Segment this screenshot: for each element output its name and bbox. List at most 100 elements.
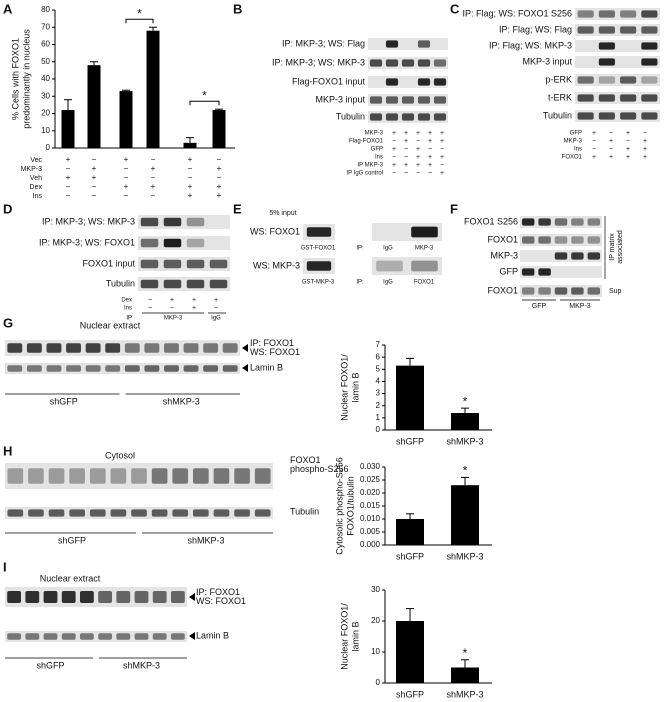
condition-sign: − [124, 191, 129, 200]
condition-sign: − [392, 138, 396, 145]
condition-sign: − [609, 146, 613, 153]
blot-band [571, 218, 584, 226]
blot-band [89, 509, 106, 517]
condition-sign: − [217, 173, 222, 182]
bar [119, 91, 133, 148]
label: IP: Flag; WS: Flag [499, 24, 572, 34]
significance: * [202, 88, 207, 102]
blot-band [587, 218, 601, 226]
condition-sign: + [416, 146, 420, 153]
label: WS: MKP-3 [253, 260, 300, 270]
condition-name: Ins [574, 147, 582, 153]
label: IP: MKP-3; WS: MKP-3 [272, 57, 365, 67]
blot-band [598, 58, 615, 66]
label: FOXO1 [290, 455, 321, 465]
condition-sign: − [151, 155, 156, 164]
blot-band [170, 633, 185, 640]
panel-letter: G [3, 315, 13, 330]
blot-band [538, 218, 551, 226]
condition-sign: + [404, 138, 408, 145]
blot-band [98, 591, 113, 603]
blot-band [554, 252, 568, 260]
condition-sign: + [626, 130, 630, 137]
y-tick-label: 20 [41, 109, 50, 118]
label: MKP-3 [415, 246, 434, 252]
blot-band [43, 633, 58, 640]
blot-band [116, 591, 131, 603]
condition-sign: − [148, 305, 152, 312]
significance: * [463, 394, 468, 408]
blot-strip [5, 340, 240, 356]
blot-band [306, 261, 332, 271]
blot-band [598, 76, 615, 84]
blot-band [144, 365, 160, 372]
condition-sign: + [214, 297, 218, 304]
x-tick-label: shGFP [396, 436, 424, 446]
blot-band [222, 343, 238, 353]
blot-band [385, 113, 399, 121]
blot-band [124, 343, 140, 353]
blot-strip [5, 363, 240, 374]
blot-strip [138, 277, 230, 291]
condition-sign: − [404, 154, 408, 161]
blot-band [620, 26, 637, 34]
blot-band [571, 236, 584, 244]
blot-band [69, 509, 85, 517]
blot-band [521, 287, 535, 295]
condition-name: MKP-3 [564, 139, 583, 145]
significance: * [463, 464, 468, 478]
blot-band [209, 259, 228, 269]
label: associated [617, 230, 624, 264]
blot-band [587, 287, 601, 295]
blot-band [124, 365, 140, 372]
y-tick-label: 5 [376, 364, 381, 373]
label: FOXO1 [487, 234, 518, 244]
label: Tubulin [290, 506, 319, 516]
blot-band [620, 112, 637, 120]
blot-band [66, 365, 81, 372]
condition-sign: − [428, 170, 432, 177]
panel-letter: B [233, 1, 242, 16]
condition-sign: + [66, 155, 71, 164]
panel-letter: F [450, 201, 458, 216]
blot-band [79, 633, 94, 640]
blot-band [417, 59, 431, 67]
blot-band [554, 218, 568, 226]
y-tick-label: 10 [41, 126, 50, 135]
condition-sign: + [440, 138, 444, 145]
y-tick-label: 80 [41, 5, 50, 14]
bar [396, 365, 424, 430]
label: phospho-S256 [290, 464, 349, 474]
condition-name: GFP [371, 147, 383, 153]
condition-sign: + [404, 162, 408, 169]
blot-band [69, 468, 85, 484]
condition-name: Dex [121, 298, 132, 304]
blot-band [79, 591, 94, 603]
condition-sign: − [92, 155, 97, 164]
condition-sign: + [440, 154, 444, 161]
blot-band [172, 468, 189, 484]
label: IP matrix [609, 233, 616, 261]
blot-band [641, 58, 658, 66]
y-tick-label: 60 [41, 40, 50, 49]
blot-band [369, 59, 383, 67]
condition-sign: + [124, 182, 129, 191]
panel-letter: C [450, 1, 460, 16]
label: IgG [383, 280, 393, 286]
condition-sign: − [151, 191, 156, 200]
label: IgG [211, 316, 221, 322]
y-axis-label: Nuclear FOXO1/ [339, 354, 349, 421]
panel-letter: D [3, 201, 12, 216]
blot-band [577, 112, 594, 120]
bar [451, 413, 479, 430]
blot-band [369, 96, 383, 104]
y-tick-label: 0 [46, 143, 51, 152]
condition-sign: + [217, 164, 222, 173]
blot-strip [575, 40, 660, 52]
condition-sign: − [392, 154, 396, 161]
y-tick-label: 0.010 [360, 514, 381, 523]
label: GST-MKP-3 [302, 280, 335, 286]
condition-sign: + [192, 297, 196, 304]
blot-band [411, 226, 438, 238]
condition-sign: − [170, 305, 174, 312]
